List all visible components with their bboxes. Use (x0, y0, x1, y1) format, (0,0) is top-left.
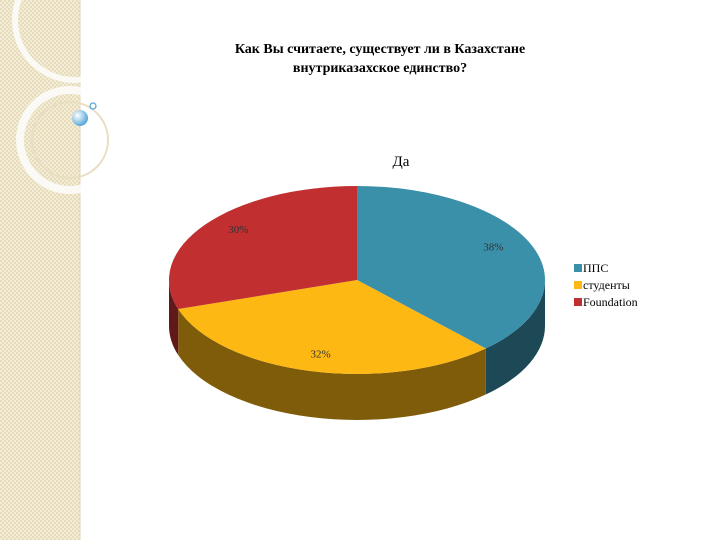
data-label: 38% (483, 242, 503, 254)
slice-side (169, 280, 179, 356)
legend-swatch (574, 281, 582, 289)
data-label: 30% (228, 224, 248, 236)
slice (357, 186, 545, 349)
legend: ППС студенты Foundation (574, 261, 638, 309)
chart-title: Как Вы считаете, существует ли в Казахст… (234, 42, 526, 76)
slice-side (178, 309, 486, 420)
slice (168, 186, 357, 310)
legend-label: ППС (583, 261, 608, 275)
decoration (0, 0, 138, 540)
legend-label: Foundation (583, 295, 638, 309)
data-label: 32% (310, 348, 330, 360)
chart-subtitle: Да (393, 154, 410, 170)
legend-label: студенты (583, 278, 630, 292)
slice (178, 280, 486, 374)
legend-swatch (574, 298, 582, 306)
pie: 38% 32% 30% (168, 186, 545, 420)
legend-swatch (574, 264, 582, 272)
slice-side (485, 280, 545, 395)
